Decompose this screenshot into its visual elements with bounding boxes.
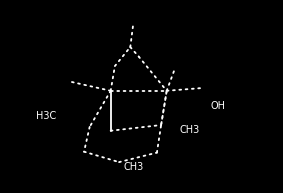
Text: OH: OH [210,101,225,111]
Text: CH3: CH3 [179,125,200,135]
Text: H3C: H3C [36,111,56,120]
Text: CH3: CH3 [123,162,144,172]
